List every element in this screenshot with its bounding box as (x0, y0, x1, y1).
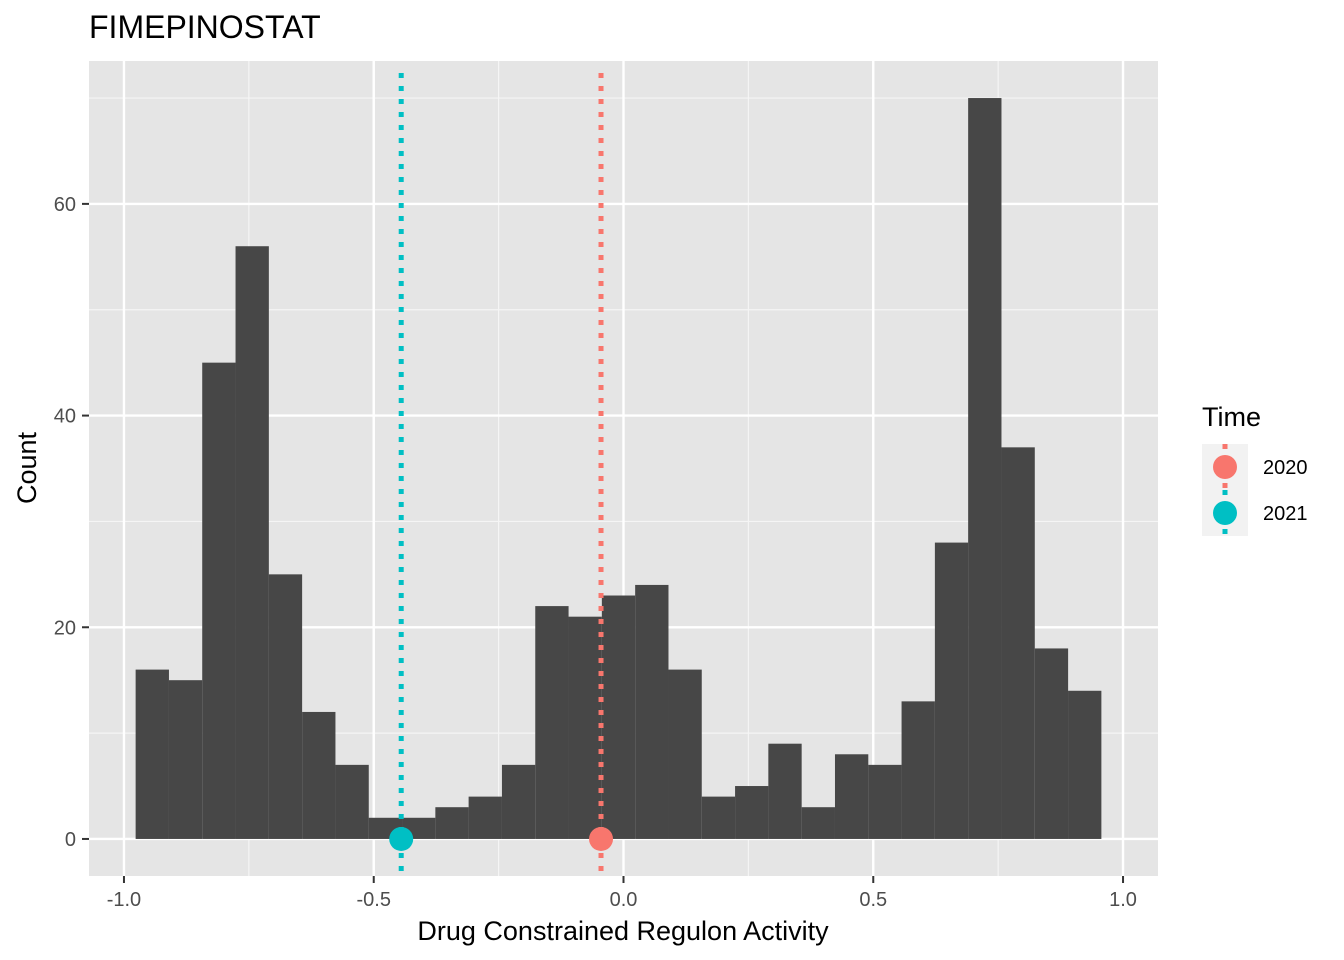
reference-points (389, 826, 614, 851)
x-axis-title: Drug Constrained Regulon Activity (417, 916, 829, 946)
histogram-bar (735, 786, 769, 839)
histogram-bar (601, 595, 636, 839)
legend-item-2021: 2021 (1202, 490, 1308, 536)
reference-point-2020 (589, 826, 614, 851)
histogram-bar (501, 764, 536, 839)
legend-key-point (1213, 455, 1237, 479)
histogram-bar (801, 807, 835, 839)
legend-label: 2020 (1263, 457, 1308, 479)
histogram-bar (568, 616, 602, 839)
x-tick-label: -1.0 (107, 889, 141, 911)
histogram-bar (1001, 447, 1035, 839)
histogram-bar (868, 764, 902, 839)
chart-title: FIMEPINOSTAT (89, 9, 321, 45)
histogram-bar (668, 669, 702, 839)
reference-point-2021 (389, 826, 414, 851)
histogram-bar (901, 701, 935, 839)
histogram-bar (468, 796, 502, 839)
histogram-bar (535, 606, 569, 839)
histogram-bar (268, 574, 303, 839)
histogram-bar (968, 98, 1002, 839)
histogram-bar (834, 754, 869, 839)
histogram-bar (202, 362, 236, 839)
histogram-bar (1034, 648, 1069, 839)
legend-key-point (1213, 501, 1237, 525)
x-tick-label: 1.0 (1109, 889, 1137, 911)
y-tick-label: 60 (54, 194, 76, 216)
histogram-bar (635, 584, 669, 839)
histogram-bar (135, 669, 169, 839)
y-axis-title: Count (12, 431, 42, 504)
histogram-bar (235, 246, 269, 839)
histogram-bar (701, 796, 736, 839)
legend-title: Time (1202, 402, 1261, 432)
histogram-bars (135, 98, 1102, 839)
y-axis: 0 20 40 60 (54, 194, 89, 851)
histogram-bar (768, 743, 802, 839)
x-tick-label: -0.5 (356, 889, 390, 911)
histogram-bar (335, 764, 369, 839)
histogram-bar (435, 807, 469, 839)
y-tick-label: 0 (65, 829, 76, 851)
x-tick-label: 0.5 (859, 889, 887, 911)
x-axis: -1.0 -0.5 0.0 0.5 1.0 (107, 876, 1137, 911)
y-tick-label: 20 (54, 617, 76, 639)
histogram-bar (1068, 690, 1102, 839)
histogram-bar (934, 542, 969, 839)
histogram-bar (168, 680, 203, 839)
legend: Time 2020 2021 (1202, 402, 1308, 536)
legend-label: 2021 (1263, 503, 1308, 525)
y-tick-label: 40 (54, 406, 76, 428)
legend-item-2020: 2020 (1202, 444, 1308, 490)
reference-lines (398, 73, 604, 876)
histogram-bar (302, 711, 336, 839)
x-tick-label: 0.0 (610, 889, 638, 911)
